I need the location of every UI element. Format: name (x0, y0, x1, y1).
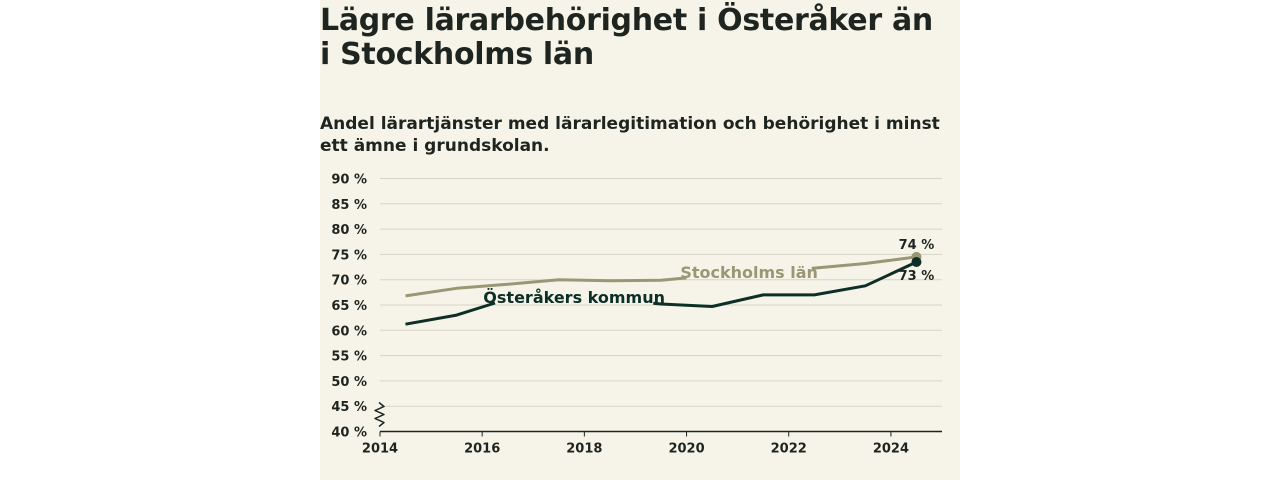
y-tick-label-60: 60 % (331, 324, 367, 339)
y-tick-label-50: 50 % (331, 375, 367, 390)
x-tick-label-2016: 2016 (464, 442, 500, 457)
y-tick-label-65: 65 % (331, 299, 367, 314)
x-tick-label-2022: 2022 (771, 442, 807, 457)
x-tick-label-2014: 2014 (362, 442, 398, 457)
series-line-0-segment-0 (405, 276, 687, 298)
x-tick-label-2024: 2024 (873, 442, 909, 457)
axis-break-icon (374, 401, 385, 428)
series-end-label-1: 73 % (899, 269, 935, 284)
y-tick-label-40: 40 % (331, 426, 367, 441)
chart-subtitle: Andel lärartjänster med lärarlegitimatio… (320, 114, 940, 156)
chart-panel: Lägre lärarbehörighet i Österåker än i S… (320, 0, 960, 480)
series-line-1-segment-0 (405, 301, 496, 326)
series-end-label-0: 74 % (899, 238, 935, 253)
y-tick-label-70: 70 % (331, 274, 367, 289)
series-label-0: Stockholms län (680, 263, 818, 282)
y-tick-label-90: 90 % (331, 173, 367, 188)
x-tick-label-2018: 2018 (566, 442, 602, 457)
chart-title: Lägre lärarbehörighet i Österåker än i S… (320, 3, 933, 72)
y-tick-label-55: 55 % (331, 350, 367, 365)
y-tick-label-80: 80 % (331, 223, 367, 238)
y-tick-label-85: 85 % (331, 198, 367, 213)
y-tick-label-45: 45 % (331, 400, 367, 415)
x-tick-label-2020: 2020 (668, 442, 704, 457)
y-tick-label-75: 75 % (331, 248, 367, 263)
series-line-0-segment-1 (811, 255, 917, 270)
line-chart: 40 % 45 % 50 % 55 % 60 % 65 % 70 % 75 % 80 % 85 %… (331, 173, 942, 457)
series-end-marker-1 (911, 256, 922, 267)
series-label-1: Österåkers kommun (483, 288, 665, 307)
series-line-1-segment-1 (653, 260, 918, 308)
